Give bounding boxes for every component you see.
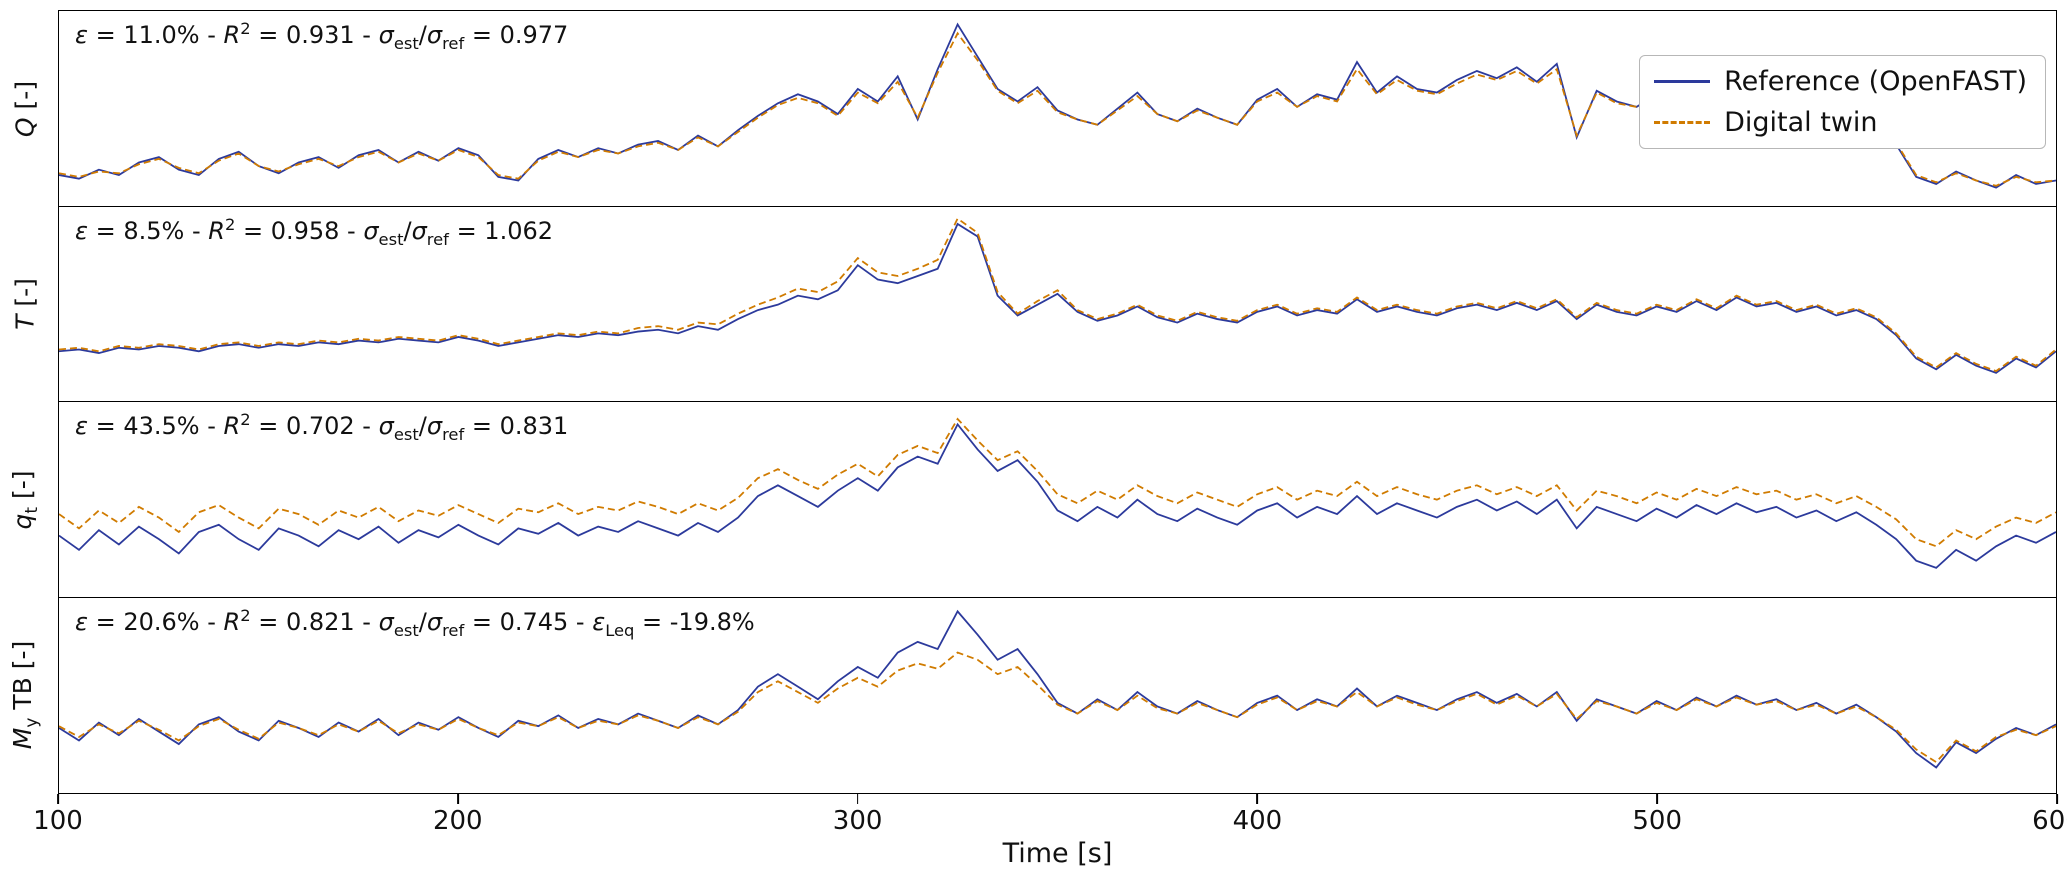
panel-t-plot [59,216,2056,374]
reference-line-sample [1654,80,1711,83]
x-tick-label: 300 [832,806,883,836]
plot-area: ε = 11.0% - R2 = 0.931 - σest/σref = 0.9… [8,10,2057,794]
panel-my-tb-annotation: ε = 20.6% - R2 = 0.821 - σest/σref = 0.7… [75,605,755,640]
panel-q-annotation: ε = 11.0% - R2 = 0.931 - σest/σref = 0.9… [75,19,569,53]
panel-q: ε = 11.0% - R2 = 0.931 - σest/σref = 0.9… [11,10,2057,208]
x-tick-label: 200 [432,806,483,836]
x-tick-label: 600 [2032,806,2067,836]
legend: Reference (OpenFAST) Digital twin [1639,55,2046,149]
panel-my-tb-ylabel: My TB [-] [8,641,42,750]
panel-t: ε = 8.5% - R2 = 0.958 - σest/σref = 1.06… [11,205,2057,403]
x-tick [1656,794,1659,804]
x-tick [2056,794,2058,804]
x-axis-label: Time [s] [1002,838,1113,869]
x-tick [57,794,59,804]
x-tick-label: 400 [1232,806,1283,836]
panel-qt-ylabel: qt [-] [8,470,42,530]
reference-line [59,422,2056,569]
x-axis: 100 200 300 400 500 600 [33,794,2067,838]
panel-q-ylabel: Q [-] [10,80,40,137]
panel-qt-plot [59,417,2056,569]
x-tick-label: 500 [1632,806,1683,836]
digital-twin-line [59,216,2056,372]
legend-label: Reference (OpenFAST) [1724,66,2027,97]
legend-item-reference: Reference (OpenFAST) [1654,66,2027,97]
x-tick-label: 100 [33,806,83,836]
digital-twin-line [59,651,2056,763]
x-tick [456,794,459,804]
legend-label: Digital twin [1724,107,1878,138]
digital-twin-line-sample [1654,121,1711,124]
reference-line [59,222,2056,374]
panel-t-annotation: ε = 8.5% - R2 = 0.958 - σest/σref = 1.06… [75,214,554,249]
x-tick [856,794,859,804]
panel-t-ylabel: T [-] [10,278,40,331]
digital-twin-line [59,417,2056,548]
panel-my-tb: ε = 20.6% - R2 = 0.821 - σest/σref = 0.7… [8,596,2057,794]
panel-qt: ε = 43.5% - R2 = 0.702 - σest/σref = 0.8… [8,401,2057,599]
panel-qt-annotation: ε = 43.5% - R2 = 0.702 - σest/σref = 0.8… [75,410,569,444]
x-tick [1256,794,1259,804]
panel-my-tb-plot [59,609,2056,769]
legend-item-digital-twin: Digital twin [1654,107,2027,138]
